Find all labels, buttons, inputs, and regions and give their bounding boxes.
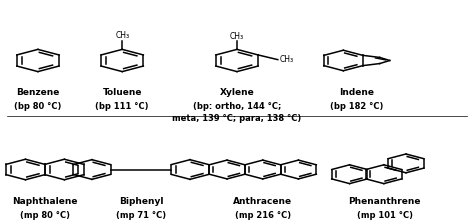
- Text: Biphenyl: Biphenyl: [118, 197, 163, 206]
- Text: (bp 182 °C): (bp 182 °C): [330, 102, 383, 111]
- Text: meta, 139 °C; para, 138 °C): meta, 139 °C; para, 138 °C): [173, 114, 301, 123]
- Text: Toluene: Toluene: [102, 88, 142, 97]
- Text: Naphthalene: Naphthalene: [12, 197, 78, 206]
- Text: Anthracene: Anthracene: [233, 197, 292, 206]
- Text: CH₃: CH₃: [280, 55, 294, 64]
- Text: Benzene: Benzene: [16, 88, 60, 97]
- Text: (bp: ortho, 144 °C;: (bp: ortho, 144 °C;: [193, 102, 281, 111]
- Text: (bp 80 °C): (bp 80 °C): [14, 102, 62, 111]
- Text: CH₃: CH₃: [230, 32, 244, 41]
- Text: (mp 71 °C): (mp 71 °C): [116, 211, 166, 220]
- Text: CH₃: CH₃: [115, 31, 129, 40]
- Text: (mp 216 °C): (mp 216 °C): [235, 211, 291, 220]
- Text: (mp 80 °C): (mp 80 °C): [20, 211, 70, 220]
- Text: Phenanthrene: Phenanthrene: [348, 197, 421, 206]
- Text: (mp 101 °C): (mp 101 °C): [356, 211, 412, 220]
- Text: Xylene: Xylene: [219, 88, 255, 97]
- Text: Indene: Indene: [339, 88, 374, 97]
- Text: (bp 111 °C): (bp 111 °C): [95, 102, 149, 111]
